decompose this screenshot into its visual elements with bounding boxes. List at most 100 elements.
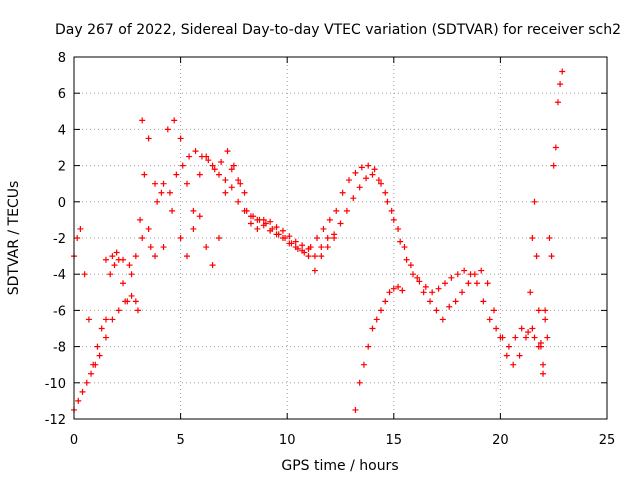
data-point [147,244,154,251]
data-point [166,189,173,196]
data-point [299,242,306,249]
data-point [102,256,109,263]
data-point [441,280,448,287]
data-point [196,213,203,220]
data-point [529,325,536,332]
data-point [537,343,544,350]
data-point [160,244,167,251]
data-point [186,153,193,160]
data-point [158,189,165,196]
data-point [183,180,190,187]
data-point [324,235,331,241]
data-point [299,247,306,254]
data-point [461,267,468,274]
data-series [71,68,566,413]
data-point [152,180,159,187]
data-point [98,325,105,332]
data-point [525,329,532,336]
data-point [365,343,372,350]
data-point [215,235,222,241]
data-point [531,198,538,205]
data-point [267,218,274,225]
data-point [388,207,395,214]
data-point [409,271,416,278]
y-tick-label: -2 [53,232,66,247]
data-point [77,225,84,232]
data-point [113,249,120,256]
data-point [384,198,391,205]
data-point [350,195,357,202]
data-point [141,171,148,178]
data-point [454,271,461,278]
data-point [247,220,254,227]
data-point [169,207,176,214]
data-point [529,235,536,241]
data-point [358,164,365,171]
data-point [416,278,423,285]
data-point [435,285,442,292]
data-point [79,388,86,395]
x-axis-label: GPS time / hours [281,458,398,474]
y-tick-label: 8 [58,51,66,66]
data-point [177,235,184,241]
data-point [360,361,367,368]
data-point [337,220,344,227]
data-point [74,235,81,241]
data-point [318,253,325,260]
data-point [171,117,178,124]
data-point [414,274,421,281]
data-point [183,253,190,260]
y-tick-label: -8 [53,341,66,356]
data-point [390,285,397,292]
data-point [473,280,480,287]
y-axis-ticks: -12 -10 -8 -6 -4 -2 0 2 4 6 8 [45,51,607,428]
data-point [371,166,378,173]
data-point [203,153,210,160]
data-point [305,245,312,252]
data-point [81,271,88,278]
data-point [399,287,406,294]
data-point [378,180,385,187]
y-axis-label: SDTVAR / TECUs [6,181,22,296]
data-point [318,244,325,251]
data-point [346,177,353,184]
data-point [465,280,472,287]
data-point [446,303,453,310]
data-point [314,235,321,241]
data-point [132,298,139,305]
data-point [254,225,261,232]
data-point [427,298,434,305]
data-point [164,126,171,133]
x-tick-label: 0 [70,433,78,448]
data-point [109,253,116,260]
data-point [557,81,564,88]
data-point [218,158,225,165]
data-point [139,117,146,124]
data-point [286,233,293,240]
data-point [305,253,312,260]
data-point [531,334,538,341]
chart-title: Day 267 of 2022, Sidereal Day-to-day VTE… [55,22,621,38]
data-point [540,370,547,377]
data-point [395,283,402,290]
data-point [286,240,293,247]
data-point [544,334,551,341]
data-point [120,256,127,263]
y-tick-label: 4 [58,123,66,138]
data-point [120,280,127,287]
data-point [439,316,446,323]
data-point [311,267,318,274]
x-tick-label: 5 [176,433,184,448]
data-point [403,256,410,263]
data-point [535,307,542,314]
data-point [422,283,429,290]
data-point [452,298,459,305]
data-point [152,253,159,260]
data-point [478,267,485,274]
data-point [554,99,561,106]
data-point [173,171,180,178]
data-point [542,307,549,314]
data-point [228,166,235,173]
data-point [75,397,82,404]
data-point [311,253,318,260]
